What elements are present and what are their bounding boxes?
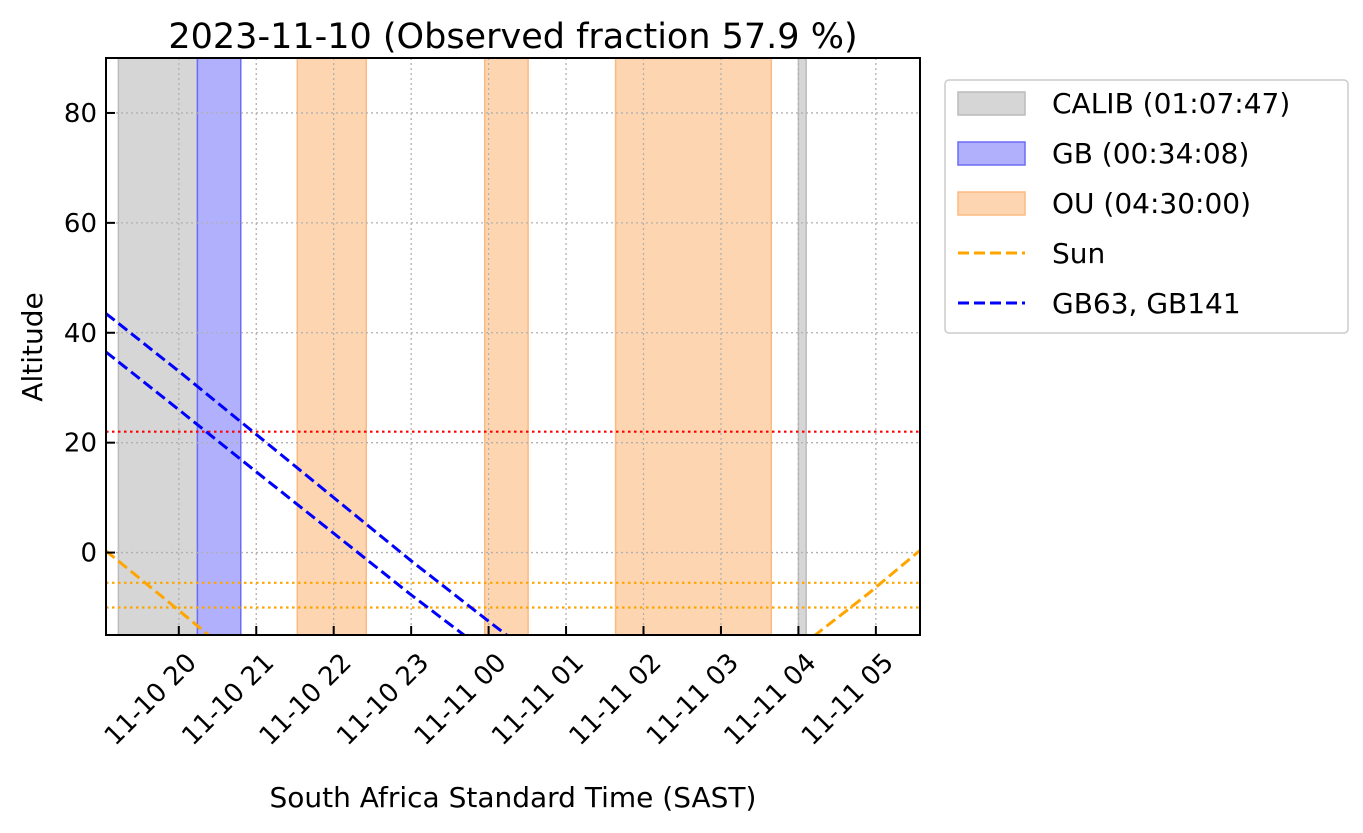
y-tick-label: 80 bbox=[64, 99, 97, 129]
legend-swatch bbox=[957, 91, 1026, 116]
legend-label: GB63, GB141 bbox=[1052, 287, 1241, 320]
legend-swatch bbox=[957, 141, 1026, 166]
span-gb bbox=[196, 58, 242, 635]
sun-altitude-line bbox=[812, 549, 920, 635]
y-tick-label: 60 bbox=[64, 209, 97, 239]
grid bbox=[106, 58, 920, 635]
legend-label: Sun bbox=[1052, 237, 1105, 270]
legend-swatch bbox=[957, 191, 1026, 216]
span-ou bbox=[296, 58, 367, 635]
legend: CALIB (01:07:47) GB (00:34:08) OU (04:30:0… bbox=[944, 79, 1349, 334]
gb63-altitude-line bbox=[106, 312, 509, 635]
series-lines bbox=[106, 312, 920, 635]
span-calib bbox=[797, 58, 807, 635]
reference-lines bbox=[106, 430, 920, 609]
chart-title: 2023-11-10 (Observed fraction 57.9 %) bbox=[168, 17, 857, 57]
plot-frame bbox=[105, 57, 921, 636]
legend-label: CALIB (01:07:47) bbox=[1052, 87, 1290, 120]
span-ou bbox=[483, 58, 529, 635]
legend-frame bbox=[944, 79, 1349, 334]
legend-label: OU (04:30:00) bbox=[1052, 187, 1251, 220]
legend-label: GB (00:34:08) bbox=[1052, 137, 1249, 170]
y-tick-label: 0 bbox=[80, 539, 97, 569]
y-axis-label: Altitude bbox=[16, 292, 49, 401]
y-tick-label: 40 bbox=[64, 319, 97, 349]
gb141-altitude-line bbox=[106, 350, 467, 635]
span-ou bbox=[614, 58, 773, 635]
x-axis-label: South Africa Standard Time (SAST) bbox=[270, 781, 757, 814]
sun-altitude-line bbox=[106, 549, 211, 635]
observation-spans bbox=[117, 58, 807, 635]
y-tick-label: 20 bbox=[64, 429, 97, 459]
span-calib bbox=[117, 58, 199, 635]
